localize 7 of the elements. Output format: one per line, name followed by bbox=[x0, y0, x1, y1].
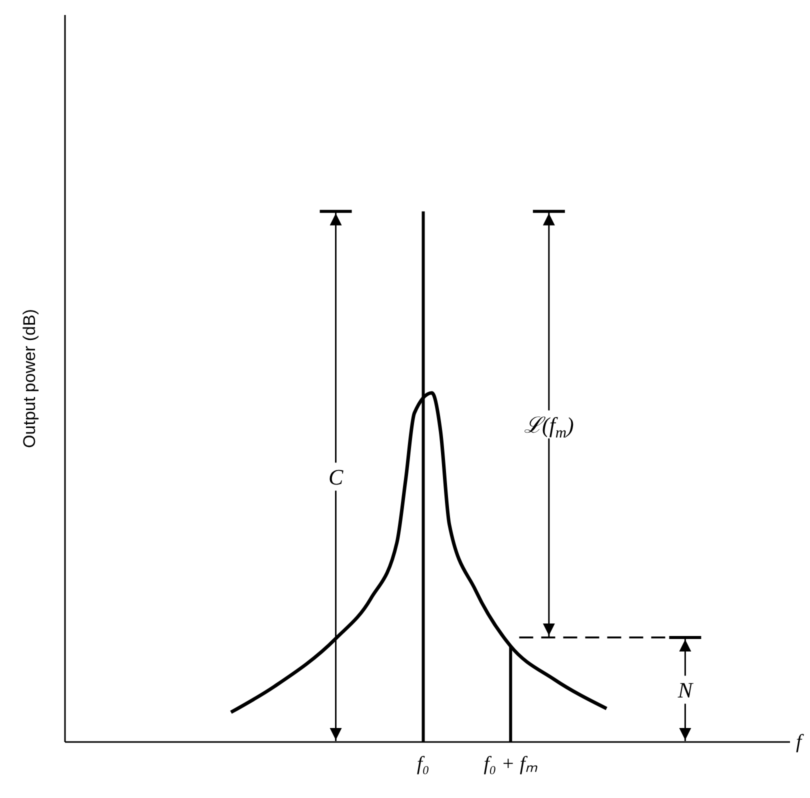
y-axis-title: Output power (dB) bbox=[20, 309, 39, 448]
annotation: N bbox=[676, 677, 694, 702]
x-tick-label: f₀ bbox=[416, 753, 430, 776]
x-tick-label: f₀ + fₘ bbox=[484, 753, 538, 776]
x-axis-title: f bbox=[796, 731, 804, 753]
annotation: ℒ(f$_{m}$) bbox=[524, 412, 574, 442]
annotation: C bbox=[328, 464, 344, 490]
